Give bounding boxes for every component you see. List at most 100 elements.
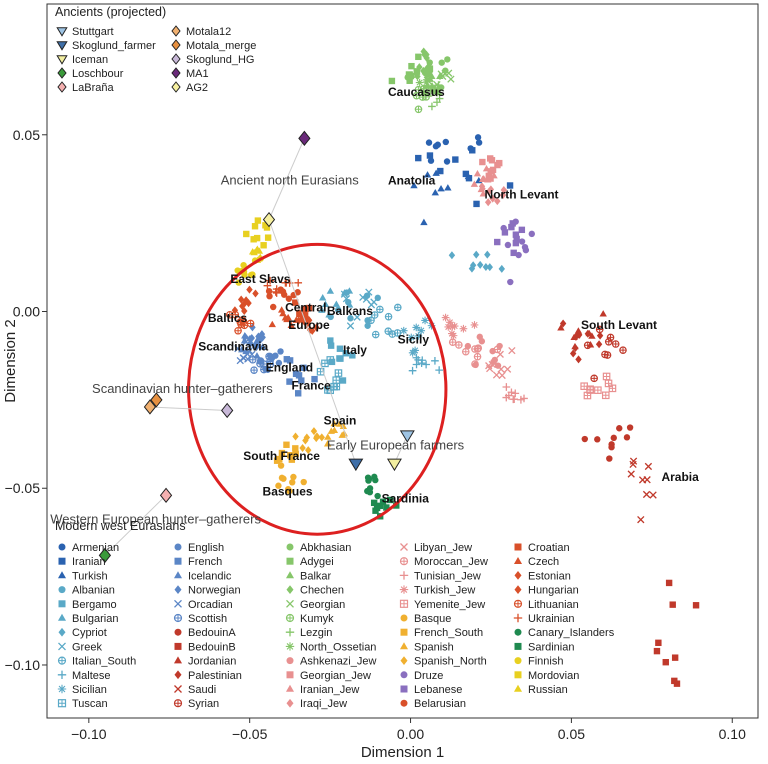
ancient-connector-line [268, 219, 357, 464]
point-bulgarian [326, 287, 335, 294]
point-armenian [443, 158, 451, 165]
point-lithuanian [246, 319, 255, 328]
point-italian-south [367, 316, 375, 325]
ancients-legend-title: Ancients (projected) [55, 5, 166, 19]
point-italian-south [384, 312, 393, 321]
point-norwegian [249, 323, 256, 332]
legend-marker-motala-merge [171, 39, 181, 51]
legend-marker-orcadian [174, 599, 182, 608]
legend-label: AG2 [186, 82, 208, 94]
point-canary-islanders [365, 477, 372, 484]
legend-marker-iraqi-jew [286, 698, 294, 708]
y-tick-label: −0.10 [5, 657, 41, 673]
point-french [298, 377, 305, 384]
point-french-south [278, 449, 286, 457]
highlight-circle [187, 242, 448, 536]
point-turkish-jew [448, 322, 457, 331]
point-libyan-jew [497, 365, 505, 373]
point-finnish [240, 261, 247, 269]
point-tuscan [332, 376, 341, 385]
legend-label: Chechen [300, 585, 344, 597]
point-norwegian [248, 334, 256, 343]
point-belarusian [285, 295, 293, 302]
legend-marker-druze [400, 671, 408, 679]
legend-label: Mordovian [528, 670, 579, 682]
point-french [294, 390, 302, 397]
point-sardinian [387, 496, 394, 504]
point-north-ossetian [421, 67, 430, 75]
point-chechen [414, 72, 421, 81]
point-french-south [292, 450, 299, 458]
point-adygei [388, 77, 396, 85]
legend-label: Croatian [528, 542, 570, 554]
point-czech [268, 320, 276, 328]
legend-marker-french-south [400, 628, 408, 636]
point-yemenite-jew [583, 391, 592, 400]
point-iranian-jew [470, 180, 479, 187]
point-lebanese [518, 226, 526, 234]
point-saudi [627, 470, 635, 478]
point-saudi [637, 516, 645, 524]
legend-label: Armenian [72, 542, 119, 554]
point-iraqi-jew [500, 186, 508, 195]
point-chechen [416, 63, 423, 72]
region-label: Spain [324, 414, 357, 428]
point-syrian [583, 341, 592, 350]
point-iranian [473, 200, 480, 208]
legend-label: Greek [72, 641, 102, 653]
point-sicilian [407, 333, 416, 342]
point-turkish [420, 218, 428, 226]
ancient-group-label: Western European hunter–gatherers [50, 512, 261, 527]
point-mordovian [243, 230, 250, 238]
legend-label: Maltese [72, 670, 111, 682]
ancient-connector-line [268, 138, 305, 220]
point-tunisian-jew [502, 383, 511, 391]
ancient-point-motala12 [143, 399, 157, 415]
ancient-points-layer [98, 130, 415, 564]
legend-label: Turkish_Jew [414, 585, 475, 597]
legend-marker-english [174, 543, 182, 551]
legend-marker-ag2 [171, 81, 181, 93]
legend-marker-iranian-jew [285, 684, 295, 692]
point-maltese [408, 366, 417, 375]
point-turkish [431, 188, 439, 196]
legend-marker-ma1 [171, 67, 181, 79]
point-bergamo [337, 355, 344, 362]
legend-marker-finnish [514, 657, 522, 665]
region-label: Scandinavia [198, 339, 268, 353]
legend-label: Finnish [528, 656, 563, 668]
region-labels-layer: Ancient north Eurasians Scandinavian hunt… [50, 85, 699, 527]
point-iranian-jew [480, 174, 488, 182]
legend-label: Moroccan_Jew [414, 556, 488, 568]
point-greek [365, 288, 373, 296]
point-bergamo [339, 377, 347, 384]
point-north-ossetian [422, 76, 431, 84]
point-palestinian [569, 349, 577, 358]
legend-marker-belarusian [400, 699, 408, 707]
point-greek [359, 293, 367, 302]
point-canary-islanders [374, 492, 381, 500]
point-iranian-jew [479, 190, 487, 197]
point-bedouina [626, 424, 634, 431]
point-scottish [260, 360, 268, 368]
point-iranian-jew [473, 169, 482, 177]
x-tick-label: −0.10 [71, 726, 107, 742]
point-iraqi-jew [485, 187, 493, 196]
legend-marker-bedouina [174, 628, 182, 636]
point-cypriot [473, 250, 480, 259]
point-ashkenazi-jew [476, 333, 483, 341]
legend-label: Ukrainian [528, 613, 574, 625]
legend-label: Canary_Islanders [528, 627, 615, 639]
point-armenian [474, 134, 482, 141]
point-armenian [425, 139, 433, 146]
legend-marker-iceman [56, 55, 68, 65]
point-turkish-jew [441, 313, 450, 322]
legend-label: Lithuanian [528, 599, 579, 611]
legend-marker-jordanian [173, 656, 183, 664]
point-french [286, 357, 294, 364]
legend-marker-skoglund-farmer [56, 41, 68, 51]
region-label: Balkans [327, 304, 373, 318]
point-italian-south [394, 303, 402, 312]
legend-label: Bergamo [72, 599, 117, 611]
ancient-point-skoglund-hg [221, 402, 234, 419]
